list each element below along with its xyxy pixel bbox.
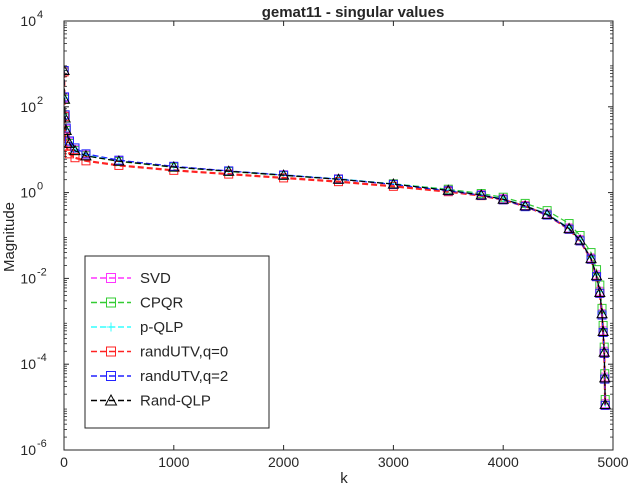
data-point: [598, 346, 611, 357]
data-point: [80, 149, 92, 161]
x-tick-label: 1000: [158, 454, 189, 470]
legend-item: Rand-QLP: [91, 393, 211, 410]
legend-item: randUTV,q=0: [91, 344, 228, 361]
data-point: [598, 371, 611, 383]
x-tick-label: 0: [60, 454, 68, 470]
y-tick-label: 10: [20, 185, 36, 201]
legend-label: p-QLP: [140, 319, 183, 336]
data-point: [64, 124, 73, 136]
y-tick-label: 10: [20, 13, 36, 29]
data-point: [575, 236, 585, 246]
legend-item: p-QLP: [91, 319, 183, 336]
series-Rand-QLP: [64, 64, 612, 409]
data-point: [69, 144, 81, 156]
data-point: [590, 269, 603, 281]
data-point: [597, 325, 609, 336]
data-point: [585, 252, 597, 264]
y-tick-label: 10: [20, 356, 36, 372]
legend-item: randUTV,q=2: [91, 368, 228, 385]
legend-marker: [106, 297, 116, 308]
data-point: [64, 137, 76, 148]
y-tick-exponent: -4: [37, 352, 47, 364]
data-point: [64, 136, 74, 146]
y-tick-exponent: -2: [37, 266, 47, 278]
y-axis-label: Magnitude: [1, 202, 18, 272]
data-point: [541, 208, 553, 219]
y-tick-exponent: -6: [37, 438, 47, 450]
data-point: [475, 188, 488, 200]
legend-label: CPQR: [140, 295, 184, 312]
data-point: [599, 398, 612, 409]
legend: SVD CPQR p-QLP randUTV,q=0 randUTV,q=2 Rand-Q…: [84, 255, 270, 429]
data-point: [64, 111, 71, 123]
y-tick-label: 10: [20, 270, 36, 286]
legend-box: [84, 255, 270, 429]
data-point: [277, 169, 290, 180]
data-point: [222, 165, 235, 176]
legend-marker: [104, 393, 118, 406]
data-point: [519, 199, 532, 211]
data-point: [520, 202, 530, 212]
x-tick-label: 5000: [597, 454, 628, 470]
legend-label: SVD: [140, 270, 171, 287]
y-tick-exponent: 4: [37, 9, 43, 21]
data-point: [498, 195, 508, 205]
data-point: [574, 234, 586, 245]
y-tick-label: 10: [20, 442, 36, 458]
x-axis-label: k: [340, 470, 348, 487]
data-point: [64, 93, 71, 104]
y-tick-exponent: 2: [37, 95, 43, 107]
data-point: [596, 307, 608, 319]
data-point: [332, 173, 345, 184]
series-layer: [64, 64, 612, 410]
legend-marker: [106, 322, 116, 332]
data-point: [70, 153, 80, 163]
data-point: [113, 155, 125, 166]
axes-box: [63, 20, 614, 451]
data-point: [81, 156, 91, 166]
data-point: [595, 288, 605, 298]
data-point: [563, 222, 575, 234]
chart-title: gemat11 - singular values: [262, 4, 445, 21]
y-tick-exponent: 0: [37, 181, 43, 193]
x-tick-label: 2000: [268, 454, 299, 470]
legend-marker: [106, 346, 116, 357]
legend-item: CPQR: [91, 295, 184, 312]
legend-marker: [106, 371, 116, 381]
legend-marker: [106, 273, 116, 283]
data-point: [167, 160, 180, 172]
data-point: [586, 254, 596, 264]
legend-label: Rand-QLP: [140, 393, 211, 410]
data-point: [542, 210, 552, 220]
data-point: [592, 272, 602, 282]
y-tick-label: 10: [20, 99, 36, 115]
x-tick-label: 4000: [488, 454, 519, 470]
data-point: [387, 178, 400, 189]
legend-label: randUTV,q=2: [140, 368, 228, 385]
data-point: [564, 224, 574, 234]
legend-label: randUTV,q=0: [140, 344, 228, 361]
data-point: [497, 193, 510, 204]
data-point: [593, 286, 606, 297]
legend-item: SVD: [91, 270, 171, 287]
x-tick-label: 3000: [378, 454, 409, 470]
data-point: [442, 184, 455, 195]
